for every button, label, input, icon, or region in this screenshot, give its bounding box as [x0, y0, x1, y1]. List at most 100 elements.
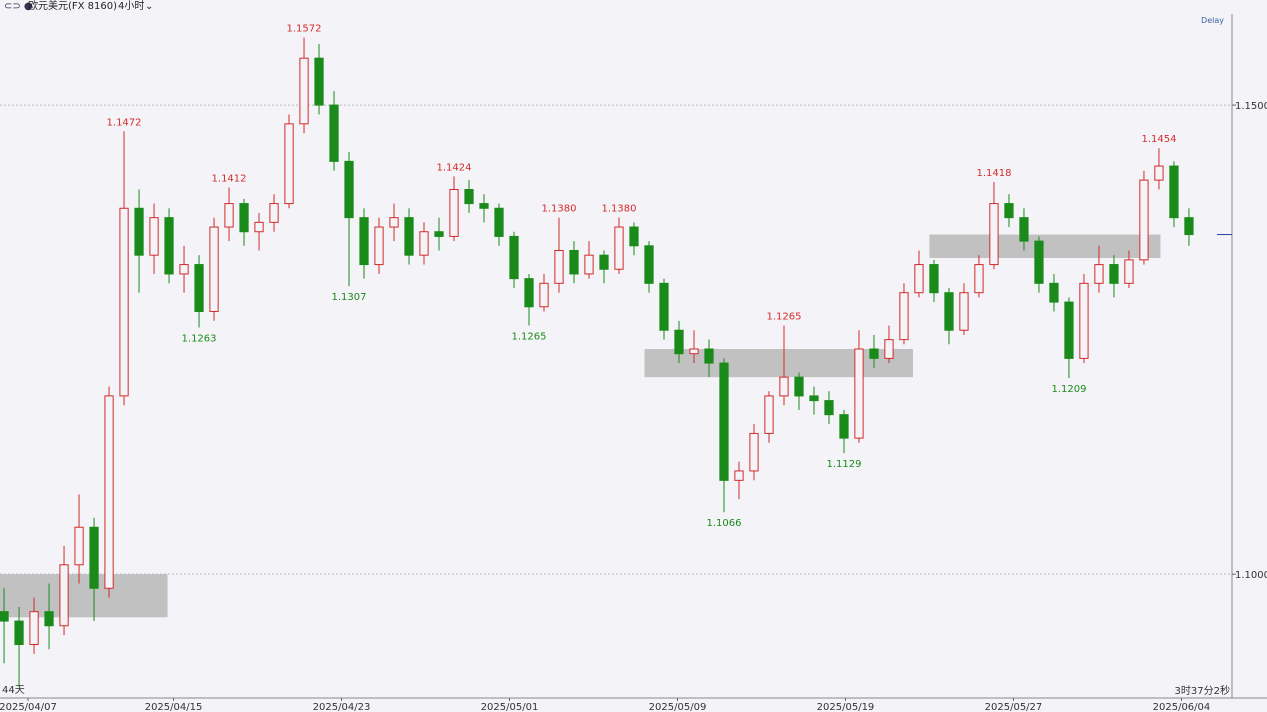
candle-body [644, 245, 654, 284]
candle-body [1169, 165, 1179, 219]
extreme-label: 1.1129 [826, 459, 861, 470]
extreme-label: 1.1424 [437, 162, 472, 173]
candle-body [869, 348, 879, 359]
candle-body [524, 278, 534, 308]
candle-body [389, 217, 399, 228]
candle-body [704, 348, 714, 364]
extreme-label: 1.1263 [182, 333, 217, 344]
candle-body [299, 57, 309, 125]
y-tick-label: 1.1500 [1235, 101, 1267, 112]
extreme-label: 1.1412 [212, 174, 247, 185]
candle-body [914, 264, 924, 294]
period-dropdown[interactable]: ⌄ [145, 1, 153, 12]
candle-body [224, 203, 234, 228]
candle-body [194, 264, 204, 312]
candle-body [314, 57, 324, 106]
extreme-label: 1.1418 [976, 168, 1011, 179]
candle-body [419, 231, 429, 256]
candle-body [794, 376, 804, 397]
candle-body [179, 264, 189, 275]
period-selector[interactable]: 4小时 [118, 0, 144, 12]
left-note: 44天 [2, 685, 25, 696]
candle-body [329, 104, 339, 162]
symbol-name[interactable]: 欧元美元(FX 8160) [28, 0, 117, 12]
zone [0, 574, 168, 618]
candle-body [239, 203, 249, 233]
extreme-label: 1.1472 [107, 117, 142, 128]
candle-body [1109, 264, 1119, 284]
candle-body [554, 249, 564, 284]
zone [929, 234, 1161, 258]
candle-body [749, 432, 759, 472]
candle-body [734, 470, 744, 481]
candle-body [119, 207, 129, 397]
extreme-label: 1.1380 [542, 204, 577, 215]
candle-body [209, 226, 219, 312]
extreme-label: 1.1572 [287, 24, 322, 35]
candle-body [404, 217, 414, 256]
candle-body [134, 207, 144, 256]
candle-body [719, 362, 729, 481]
candle-body [569, 249, 579, 275]
extreme-label: 1.1265 [512, 332, 547, 343]
candle-body [674, 329, 684, 355]
candle-body [944, 292, 954, 331]
candle-body [1079, 282, 1089, 359]
zone [644, 349, 913, 378]
candle-body [839, 414, 849, 439]
candle-body [479, 203, 489, 209]
x-tick-label: 2025/04/23 [313, 702, 371, 712]
countdown: 3时37分2秒 [1175, 684, 1230, 697]
candle-body [974, 264, 984, 294]
candle-body [29, 611, 39, 646]
candle-body [1184, 217, 1194, 236]
symbol-icon[interactable]: ⊂⊃ ● [4, 1, 33, 12]
candle-body [14, 620, 24, 646]
candle-body [254, 221, 264, 233]
candle-body [494, 207, 504, 237]
candle-body [1004, 203, 1014, 219]
candle-body [989, 203, 999, 266]
candle-body [359, 217, 369, 266]
candle-body [0, 611, 9, 622]
candle-body [284, 123, 294, 205]
candle-body [929, 264, 939, 294]
candle-body [599, 254, 609, 270]
candle-body [464, 189, 474, 205]
candle-body [44, 611, 54, 627]
extreme-label: 1.1265 [766, 312, 801, 323]
candle-body [1049, 282, 1059, 303]
candle-body [89, 526, 99, 589]
candle-body [689, 348, 699, 355]
x-tick-label: 2025/05/27 [985, 702, 1043, 712]
candle-body [59, 564, 69, 627]
candle-body [584, 254, 594, 275]
candle-body [779, 376, 789, 397]
candle-body [1064, 301, 1074, 359]
candle-body [449, 189, 459, 237]
candle-body [629, 226, 639, 247]
candle-body [659, 282, 669, 331]
candle-body [509, 235, 519, 280]
candle-body [344, 160, 354, 219]
x-tick-label: 2025/06/04 [1153, 702, 1211, 712]
x-tick-label: 2025/04/15 [145, 702, 203, 712]
x-tick-label: 2025/05/01 [481, 702, 539, 712]
candle-body [269, 203, 279, 223]
candle-body [104, 395, 114, 589]
candle-body [824, 400, 834, 416]
candle-body [164, 217, 174, 275]
candle-body [1019, 217, 1029, 242]
candle-body [959, 292, 969, 331]
extreme-label: 1.1380 [601, 204, 636, 215]
candle-body [434, 231, 444, 237]
x-tick-label: 2025/04/07 [0, 702, 57, 712]
toolbar [0, 0, 1267, 13]
extreme-label: 1.1454 [1141, 134, 1176, 145]
candle-body [809, 395, 819, 402]
candle-body [764, 395, 774, 434]
x-tick-label: 2025/05/19 [817, 702, 875, 712]
extreme-label: 1.1307 [332, 292, 367, 303]
